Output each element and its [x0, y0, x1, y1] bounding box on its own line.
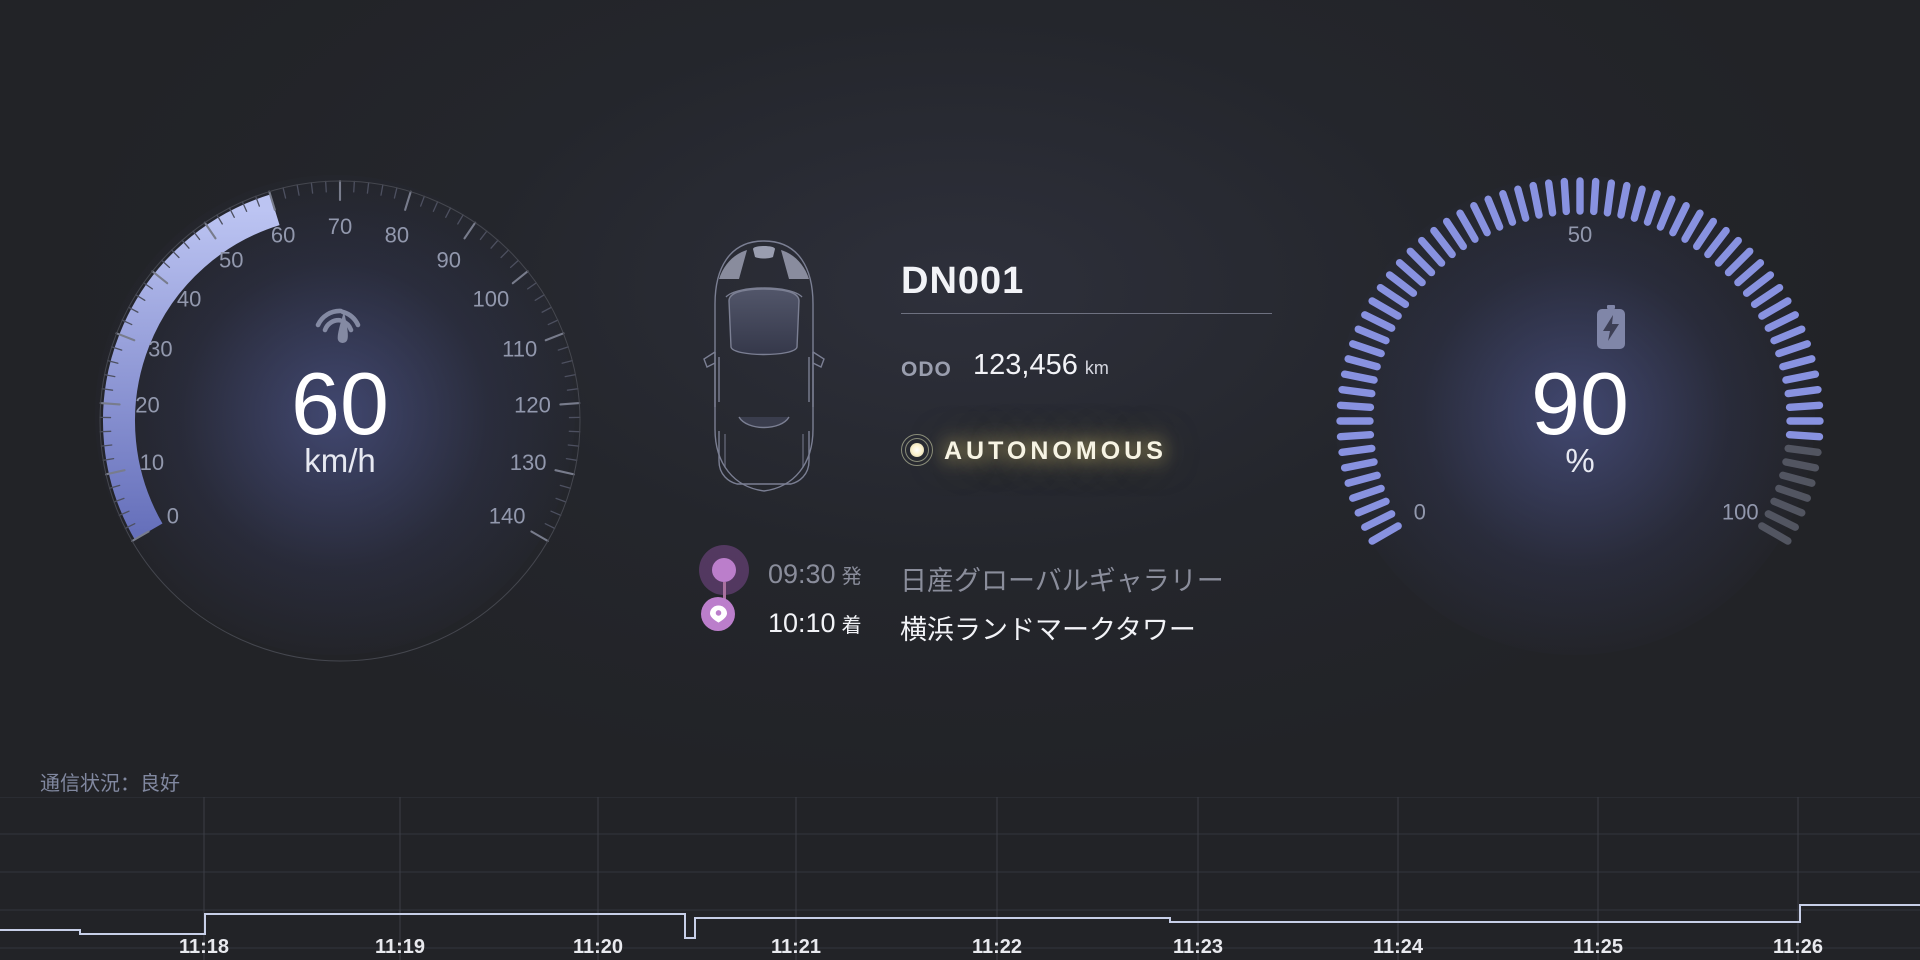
svg-text:11:18: 11:18: [179, 936, 229, 958]
svg-text:11:20: 11:20: [573, 936, 623, 958]
svg-text:110: 110: [502, 336, 537, 361]
svg-text:40: 40: [177, 286, 201, 311]
svg-text:11:25: 11:25: [1573, 936, 1623, 958]
svg-text:100: 100: [1722, 499, 1759, 524]
svg-text:60: 60: [271, 222, 295, 247]
svg-text:11:23: 11:23: [1173, 936, 1223, 958]
svg-text:11:26: 11:26: [1773, 936, 1823, 958]
svg-text:140: 140: [489, 503, 526, 528]
svg-text:100: 100: [473, 286, 510, 311]
svg-text:11:22: 11:22: [972, 936, 1022, 958]
svg-text:90: 90: [436, 247, 460, 272]
svg-text:80: 80: [385, 222, 409, 247]
svg-text:0: 0: [167, 503, 179, 528]
svg-text:0: 0: [1414, 499, 1426, 524]
svg-text:11:19: 11:19: [375, 936, 425, 958]
svg-text:30: 30: [148, 336, 172, 361]
svg-text:50: 50: [219, 247, 243, 272]
svg-text:11:24: 11:24: [1373, 936, 1424, 958]
svg-text:11:21: 11:21: [771, 936, 821, 958]
svg-text:70: 70: [328, 214, 352, 239]
svg-text:50: 50: [1568, 222, 1592, 247]
